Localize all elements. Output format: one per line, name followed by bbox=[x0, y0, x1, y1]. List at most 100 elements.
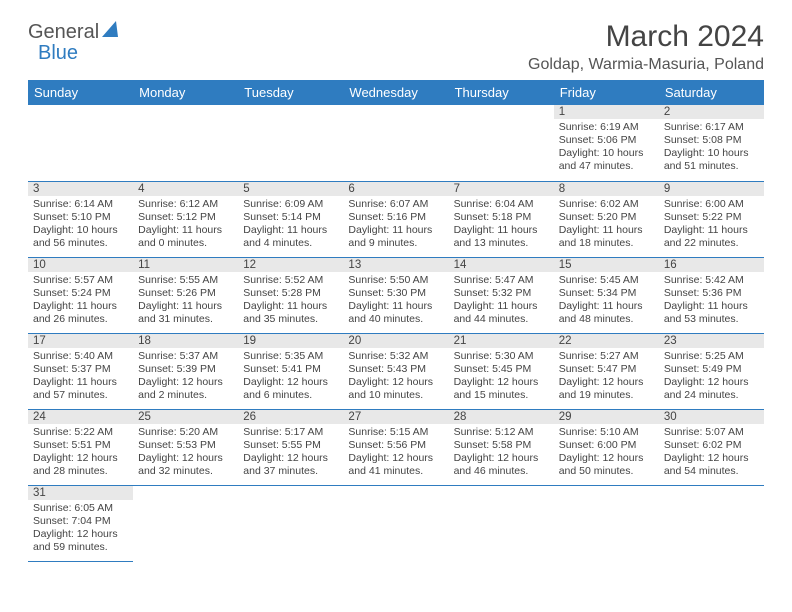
day-cell: 23Sunrise: 5:25 AMSunset: 5:49 PMDayligh… bbox=[659, 333, 764, 409]
day-header: Sunday bbox=[28, 80, 133, 105]
day-number: 18 bbox=[133, 334, 238, 348]
day-number: 3 bbox=[28, 182, 133, 196]
day-number: 8 bbox=[554, 182, 659, 196]
day-content: Sunrise: 5:10 AMSunset: 6:00 PMDaylight:… bbox=[554, 424, 659, 483]
day-cell: 25Sunrise: 5:20 AMSunset: 5:53 PMDayligh… bbox=[133, 409, 238, 485]
day-number: 23 bbox=[659, 334, 764, 348]
day-cell: 27Sunrise: 5:15 AMSunset: 5:56 PMDayligh… bbox=[343, 409, 448, 485]
day-content: Sunrise: 5:55 AMSunset: 5:26 PMDaylight:… bbox=[133, 272, 238, 331]
logo-sail-icon bbox=[102, 20, 124, 43]
day-cell: 9Sunrise: 6:00 AMSunset: 5:22 PMDaylight… bbox=[659, 181, 764, 257]
day-number: 25 bbox=[133, 410, 238, 424]
day-number: 29 bbox=[554, 410, 659, 424]
day-content: Sunrise: 5:30 AMSunset: 5:45 PMDaylight:… bbox=[449, 348, 554, 407]
logo-text-blue: Blue bbox=[38, 42, 78, 65]
day-cell: 19Sunrise: 5:35 AMSunset: 5:41 PMDayligh… bbox=[238, 333, 343, 409]
day-content: Sunrise: 5:52 AMSunset: 5:28 PMDaylight:… bbox=[238, 272, 343, 331]
day-number: 31 bbox=[28, 486, 133, 500]
day-cell: 28Sunrise: 5:12 AMSunset: 5:58 PMDayligh… bbox=[449, 409, 554, 485]
day-cell: 2Sunrise: 6:17 AMSunset: 5:08 PMDaylight… bbox=[659, 105, 764, 181]
empty-cell bbox=[133, 105, 238, 181]
week-row: 3Sunrise: 6:14 AMSunset: 5:10 PMDaylight… bbox=[28, 181, 764, 257]
day-number: 17 bbox=[28, 334, 133, 348]
day-content: Sunrise: 6:19 AMSunset: 5:06 PMDaylight:… bbox=[554, 119, 659, 178]
day-content: Sunrise: 5:22 AMSunset: 5:51 PMDaylight:… bbox=[28, 424, 133, 483]
day-header: Thursday bbox=[449, 80, 554, 105]
day-cell: 1Sunrise: 6:19 AMSunset: 5:06 PMDaylight… bbox=[554, 105, 659, 181]
day-content: Sunrise: 5:45 AMSunset: 5:34 PMDaylight:… bbox=[554, 272, 659, 331]
day-cell: 21Sunrise: 5:30 AMSunset: 5:45 PMDayligh… bbox=[449, 333, 554, 409]
day-cell: 16Sunrise: 5:42 AMSunset: 5:36 PMDayligh… bbox=[659, 257, 764, 333]
day-number: 19 bbox=[238, 334, 343, 348]
day-content: Sunrise: 6:17 AMSunset: 5:08 PMDaylight:… bbox=[659, 119, 764, 178]
day-content: Sunrise: 5:12 AMSunset: 5:58 PMDaylight:… bbox=[449, 424, 554, 483]
day-cell: 3Sunrise: 6:14 AMSunset: 5:10 PMDaylight… bbox=[28, 181, 133, 257]
day-content: Sunrise: 5:20 AMSunset: 5:53 PMDaylight:… bbox=[133, 424, 238, 483]
day-number: 9 bbox=[659, 182, 764, 196]
day-cell: 6Sunrise: 6:07 AMSunset: 5:16 PMDaylight… bbox=[343, 181, 448, 257]
day-header: Friday bbox=[554, 80, 659, 105]
day-cell: 10Sunrise: 5:57 AMSunset: 5:24 PMDayligh… bbox=[28, 257, 133, 333]
day-header: Tuesday bbox=[238, 80, 343, 105]
day-cell: 18Sunrise: 5:37 AMSunset: 5:39 PMDayligh… bbox=[133, 333, 238, 409]
day-content: Sunrise: 5:40 AMSunset: 5:37 PMDaylight:… bbox=[28, 348, 133, 407]
day-number: 21 bbox=[449, 334, 554, 348]
day-content: Sunrise: 5:15 AMSunset: 5:56 PMDaylight:… bbox=[343, 424, 448, 483]
day-header: Monday bbox=[133, 80, 238, 105]
location: Goldap, Warmia-Masuria, Poland bbox=[528, 56, 764, 74]
empty-cell bbox=[28, 105, 133, 181]
day-content: Sunrise: 6:12 AMSunset: 5:12 PMDaylight:… bbox=[133, 196, 238, 255]
day-content: Sunrise: 5:35 AMSunset: 5:41 PMDaylight:… bbox=[238, 348, 343, 407]
day-cell: 12Sunrise: 5:52 AMSunset: 5:28 PMDayligh… bbox=[238, 257, 343, 333]
header: General March 2024 Goldap, Warmia-Masuri… bbox=[28, 20, 764, 74]
day-content: Sunrise: 5:47 AMSunset: 5:32 PMDaylight:… bbox=[449, 272, 554, 331]
week-row: 31Sunrise: 6:05 AMSunset: 7:04 PMDayligh… bbox=[28, 485, 764, 561]
empty-cell bbox=[659, 485, 764, 561]
day-number: 30 bbox=[659, 410, 764, 424]
day-number: 2 bbox=[659, 105, 764, 119]
day-content: Sunrise: 5:25 AMSunset: 5:49 PMDaylight:… bbox=[659, 348, 764, 407]
day-number: 27 bbox=[343, 410, 448, 424]
day-number: 13 bbox=[343, 258, 448, 272]
day-cell: 13Sunrise: 5:50 AMSunset: 5:30 PMDayligh… bbox=[343, 257, 448, 333]
empty-cell bbox=[133, 485, 238, 561]
day-number: 14 bbox=[449, 258, 554, 272]
day-cell: 15Sunrise: 5:45 AMSunset: 5:34 PMDayligh… bbox=[554, 257, 659, 333]
day-cell: 31Sunrise: 6:05 AMSunset: 7:04 PMDayligh… bbox=[28, 485, 133, 561]
day-content: Sunrise: 6:05 AMSunset: 7:04 PMDaylight:… bbox=[28, 500, 133, 559]
day-number: 5 bbox=[238, 182, 343, 196]
day-number: 26 bbox=[238, 410, 343, 424]
day-content: Sunrise: 6:02 AMSunset: 5:20 PMDaylight:… bbox=[554, 196, 659, 255]
day-cell: 14Sunrise: 5:47 AMSunset: 5:32 PMDayligh… bbox=[449, 257, 554, 333]
day-content: Sunrise: 5:37 AMSunset: 5:39 PMDaylight:… bbox=[133, 348, 238, 407]
day-number: 6 bbox=[343, 182, 448, 196]
day-cell: 17Sunrise: 5:40 AMSunset: 5:37 PMDayligh… bbox=[28, 333, 133, 409]
day-number: 22 bbox=[554, 334, 659, 348]
day-content: Sunrise: 6:09 AMSunset: 5:14 PMDaylight:… bbox=[238, 196, 343, 255]
day-cell: 20Sunrise: 5:32 AMSunset: 5:43 PMDayligh… bbox=[343, 333, 448, 409]
day-cell: 5Sunrise: 6:09 AMSunset: 5:14 PMDaylight… bbox=[238, 181, 343, 257]
day-number: 28 bbox=[449, 410, 554, 424]
day-number: 24 bbox=[28, 410, 133, 424]
day-number: 15 bbox=[554, 258, 659, 272]
day-content: Sunrise: 5:27 AMSunset: 5:47 PMDaylight:… bbox=[554, 348, 659, 407]
day-header: Wednesday bbox=[343, 80, 448, 105]
day-number: 12 bbox=[238, 258, 343, 272]
empty-cell bbox=[449, 105, 554, 181]
day-content: Sunrise: 5:57 AMSunset: 5:24 PMDaylight:… bbox=[28, 272, 133, 331]
day-content: Sunrise: 5:50 AMSunset: 5:30 PMDaylight:… bbox=[343, 272, 448, 331]
day-content: Sunrise: 6:00 AMSunset: 5:22 PMDaylight:… bbox=[659, 196, 764, 255]
empty-cell bbox=[554, 485, 659, 561]
empty-cell bbox=[343, 485, 448, 561]
day-cell: 22Sunrise: 5:27 AMSunset: 5:47 PMDayligh… bbox=[554, 333, 659, 409]
day-content: Sunrise: 5:42 AMSunset: 5:36 PMDaylight:… bbox=[659, 272, 764, 331]
day-number: 10 bbox=[28, 258, 133, 272]
week-row: 17Sunrise: 5:40 AMSunset: 5:37 PMDayligh… bbox=[28, 333, 764, 409]
day-number: 4 bbox=[133, 182, 238, 196]
day-cell: 26Sunrise: 5:17 AMSunset: 5:55 PMDayligh… bbox=[238, 409, 343, 485]
day-number: 20 bbox=[343, 334, 448, 348]
title-block: March 2024 Goldap, Warmia-Masuria, Polan… bbox=[528, 20, 764, 74]
day-number: 1 bbox=[554, 105, 659, 119]
day-cell: 7Sunrise: 6:04 AMSunset: 5:18 PMDaylight… bbox=[449, 181, 554, 257]
day-content: Sunrise: 5:07 AMSunset: 6:02 PMDaylight:… bbox=[659, 424, 764, 483]
